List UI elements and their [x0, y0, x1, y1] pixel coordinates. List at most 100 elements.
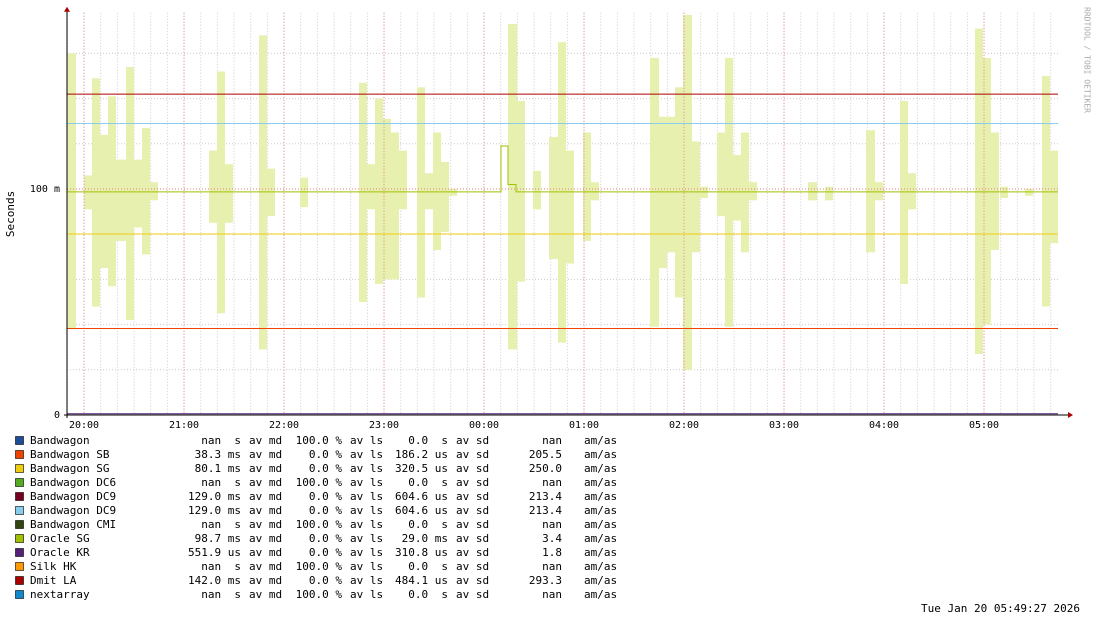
legend-stat: 98.7 ms	[195, 532, 241, 545]
legend-stat: nan s	[201, 560, 241, 573]
legend-stat-label: av md	[249, 476, 282, 489]
series-line	[67, 145, 1058, 193]
legend-stat: 0.0 %	[309, 504, 342, 517]
smoke-band	[566, 150, 574, 264]
legend-swatch	[15, 576, 24, 585]
legend-stat: 100.0 %	[296, 476, 343, 489]
legend-swatch	[15, 506, 24, 515]
legend-swatch	[15, 464, 24, 473]
legend-stat-label: am/as	[584, 518, 617, 531]
legend-stat-label: av ls	[350, 490, 383, 503]
smoke-band	[425, 173, 433, 210]
legend-stat: 129.0 ms	[188, 490, 241, 503]
legend-name: Bandwagon DC6	[30, 476, 116, 489]
legend-stat: 484.1 us	[395, 574, 448, 587]
smoke-band	[108, 96, 116, 287]
legend-stat-label: am/as	[584, 532, 617, 545]
smoke-band	[399, 150, 407, 210]
smoke-band	[517, 100, 525, 282]
smoke-band	[533, 170, 541, 210]
smoke-band	[1042, 75, 1050, 307]
smoke-band	[150, 182, 158, 201]
y-tick-label: 0	[54, 410, 60, 421]
legend-stat-label: av md	[249, 462, 282, 475]
smoke-band	[375, 98, 383, 284]
legend-stat-label: av sd	[456, 532, 489, 545]
smoke-band	[733, 155, 741, 221]
legend-stat: 0.0 %	[309, 574, 342, 587]
legend-stat-label: am/as	[584, 546, 617, 559]
legend-name: Silk HK	[30, 560, 77, 573]
legend-stat-label: av md	[249, 560, 282, 573]
legend-name: Dmit LA	[30, 574, 77, 587]
legend-name: Oracle SG	[30, 532, 90, 545]
legend-stat: 320.5 us	[395, 462, 448, 475]
legend-stat: nan	[542, 560, 562, 573]
legend-stat-label: am/as	[584, 434, 617, 447]
legend-stat-label: av sd	[456, 476, 489, 489]
legend-stat-label: av ls	[350, 532, 383, 545]
legend-stat-label: av ls	[350, 434, 383, 447]
legend-stat-label: av md	[249, 518, 282, 531]
legend-stat-label: av sd	[456, 560, 489, 573]
legend-stat: 100.0 %	[296, 518, 343, 531]
legend-swatch	[15, 562, 24, 571]
legend-stat-label: av sd	[456, 588, 489, 601]
legend-stat: nan s	[201, 518, 241, 531]
legend-swatch	[15, 548, 24, 557]
x-tick-label: 20:00	[69, 420, 99, 431]
smoke-band	[808, 182, 817, 201]
legend-swatch	[15, 590, 24, 599]
smoke-band	[875, 182, 883, 201]
x-tick-label: 05:00	[969, 420, 999, 431]
legend-stat: 213.4	[529, 490, 562, 503]
y-axis-label: Seconds	[4, 191, 17, 237]
y-axis-arrow	[64, 6, 70, 12]
legend-stat-label: av ls	[350, 448, 383, 461]
legend-stat: 310.8 us	[395, 546, 448, 559]
y-tick-label: 100 m	[30, 184, 60, 195]
smoke-band	[1050, 150, 1058, 244]
legend-swatch	[15, 492, 24, 501]
legend-name: Bandwagon CMI	[30, 518, 116, 531]
legend-stat-label: am/as	[584, 476, 617, 489]
legend-stat-label: av sd	[456, 490, 489, 503]
smoke-band	[983, 57, 991, 325]
legend-stat: 0.0 %	[309, 448, 342, 461]
legend-stat-label: am/as	[584, 588, 617, 601]
legend-stat: 205.5	[529, 448, 562, 461]
legend-stat: nan s	[201, 476, 241, 489]
smoke-band	[67, 53, 76, 330]
legend-stat: 0.0 s	[408, 560, 448, 573]
legend-stat: 0.0 %	[309, 532, 342, 545]
legend-stat: 80.1 ms	[195, 462, 241, 475]
smoke-band	[717, 132, 725, 217]
legend-stat: 100.0 %	[296, 434, 343, 447]
smoke-band	[667, 116, 675, 253]
legend-stat-label: av ls	[350, 518, 383, 531]
legend-name: Bandwagon DC9	[30, 490, 116, 503]
legend-stat-label: av sd	[456, 518, 489, 531]
watermark: RRDTOOL / TOBI OETIKER	[1083, 7, 1092, 113]
smoke-band	[991, 132, 999, 251]
legend-stat: 0.0 s	[408, 518, 448, 531]
legend-stat-label: av sd	[456, 546, 489, 559]
legend-swatch	[15, 534, 24, 543]
legend-stat-label: av ls	[350, 476, 383, 489]
smoke-band	[549, 137, 558, 260]
legend-stat: nan	[542, 476, 562, 489]
legend-stat-label: av ls	[350, 504, 383, 517]
legend-stat-label: am/as	[584, 462, 617, 475]
smoke-band	[367, 164, 375, 210]
legend-stat-label: am/as	[584, 490, 617, 503]
x-tick-label: 21:00	[169, 420, 199, 431]
timestamp: Tue Jan 20 05:49:27 2026	[921, 602, 1080, 615]
legend-stat: 142.0 ms	[188, 574, 241, 587]
x-tick-label: 00:00	[469, 420, 499, 431]
legend-stat: 551.9 us	[188, 546, 241, 559]
legend-stat-label: am/as	[584, 560, 617, 573]
smoke-band	[591, 182, 599, 201]
legend-name: Bandwagon SG	[30, 462, 109, 475]
legend-stat-label: am/as	[584, 574, 617, 587]
